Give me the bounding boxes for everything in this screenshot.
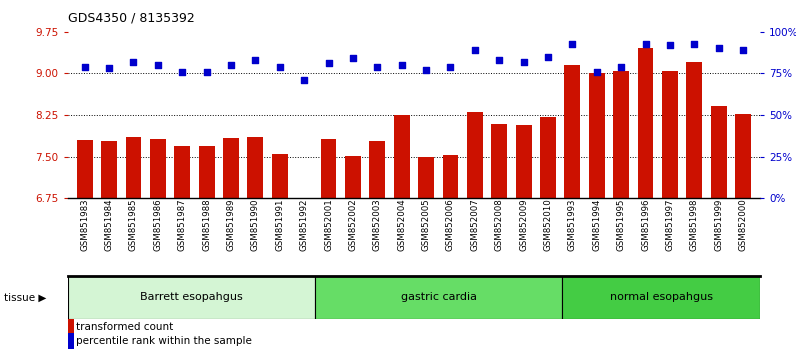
Point <box>249 57 262 63</box>
Point <box>639 41 652 46</box>
Text: GSM852008: GSM852008 <box>495 198 504 251</box>
Bar <box>418 157 434 198</box>
Text: GSM852001: GSM852001 <box>324 198 333 251</box>
Text: GSM851986: GSM851986 <box>154 198 162 251</box>
Point <box>103 65 115 71</box>
Bar <box>150 139 166 198</box>
Point <box>493 57 505 63</box>
Text: GSM852010: GSM852010 <box>544 198 552 251</box>
Text: percentile rank within the sample: percentile rank within the sample <box>76 336 252 346</box>
Bar <box>467 112 483 198</box>
Point <box>712 46 725 51</box>
Bar <box>638 48 654 198</box>
Bar <box>662 71 678 198</box>
Text: GSM851996: GSM851996 <box>641 198 650 251</box>
Point <box>274 64 287 70</box>
Text: GSM851985: GSM851985 <box>129 198 138 251</box>
Text: GSM852006: GSM852006 <box>446 198 455 251</box>
Bar <box>443 155 458 198</box>
Point <box>688 41 700 46</box>
Text: GSM851997: GSM851997 <box>665 198 674 251</box>
Bar <box>315 276 562 319</box>
Point <box>419 67 432 73</box>
Text: GSM852002: GSM852002 <box>349 198 357 251</box>
Point <box>591 69 603 75</box>
Point <box>737 47 750 53</box>
Point <box>517 59 530 65</box>
Text: gastric cardia: gastric cardia <box>400 292 477 302</box>
Text: GSM852007: GSM852007 <box>470 198 479 251</box>
Bar <box>296 198 312 202</box>
Point <box>322 61 335 66</box>
Point <box>371 64 384 70</box>
Text: GSM852003: GSM852003 <box>373 198 382 251</box>
Bar <box>68 276 315 319</box>
Point <box>127 59 140 65</box>
Text: GSM851984: GSM851984 <box>104 198 114 251</box>
Text: GSM851991: GSM851991 <box>275 198 284 251</box>
Bar <box>248 137 263 198</box>
Point <box>151 62 164 68</box>
Bar <box>174 145 190 198</box>
Bar <box>613 71 629 198</box>
Bar <box>564 65 580 198</box>
Text: Barrett esopahgus: Barrett esopahgus <box>140 292 243 302</box>
Text: GSM852004: GSM852004 <box>397 198 406 251</box>
Bar <box>272 154 287 198</box>
Bar <box>562 276 760 319</box>
Bar <box>394 115 410 198</box>
Bar <box>126 137 142 198</box>
Text: GSM851999: GSM851999 <box>714 198 724 251</box>
Text: GSM851998: GSM851998 <box>690 198 699 251</box>
Point <box>201 69 213 75</box>
Text: GSM851995: GSM851995 <box>617 198 626 251</box>
Text: GSM851992: GSM851992 <box>299 198 309 251</box>
Bar <box>369 141 385 198</box>
Text: normal esopahgus: normal esopahgus <box>610 292 712 302</box>
Point <box>78 64 91 70</box>
Point <box>566 41 579 46</box>
Point <box>469 47 482 53</box>
Bar <box>540 117 556 198</box>
Bar <box>223 138 239 198</box>
Text: GSM852005: GSM852005 <box>422 198 431 251</box>
Text: GSM851987: GSM851987 <box>178 198 187 251</box>
Point <box>176 69 189 75</box>
Bar <box>686 62 702 198</box>
Text: GSM852000: GSM852000 <box>739 198 747 251</box>
Text: transformed count: transformed count <box>76 321 173 332</box>
Bar <box>736 114 751 198</box>
Text: GSM851990: GSM851990 <box>251 198 260 251</box>
Bar <box>711 105 727 198</box>
Bar <box>321 139 337 198</box>
Bar <box>101 141 117 198</box>
Bar <box>199 146 215 198</box>
Bar <box>345 155 361 198</box>
Point <box>541 54 554 59</box>
Point <box>396 62 408 68</box>
Bar <box>516 125 532 198</box>
Bar <box>76 140 92 198</box>
Text: GDS4350 / 8135392: GDS4350 / 8135392 <box>68 12 194 25</box>
Point <box>444 64 457 70</box>
Text: GSM851983: GSM851983 <box>80 198 89 251</box>
Point <box>664 42 677 48</box>
Bar <box>491 125 507 198</box>
Text: GSM852009: GSM852009 <box>519 198 529 251</box>
Text: GSM851988: GSM851988 <box>202 198 211 251</box>
Text: GSM851989: GSM851989 <box>227 198 236 251</box>
Text: GSM851994: GSM851994 <box>592 198 601 251</box>
Text: tissue ▶: tissue ▶ <box>4 292 46 302</box>
Text: GSM851993: GSM851993 <box>568 198 577 251</box>
Point <box>615 64 627 70</box>
Point <box>346 56 359 61</box>
Point <box>298 77 310 83</box>
Point <box>224 62 237 68</box>
Bar <box>589 74 605 198</box>
